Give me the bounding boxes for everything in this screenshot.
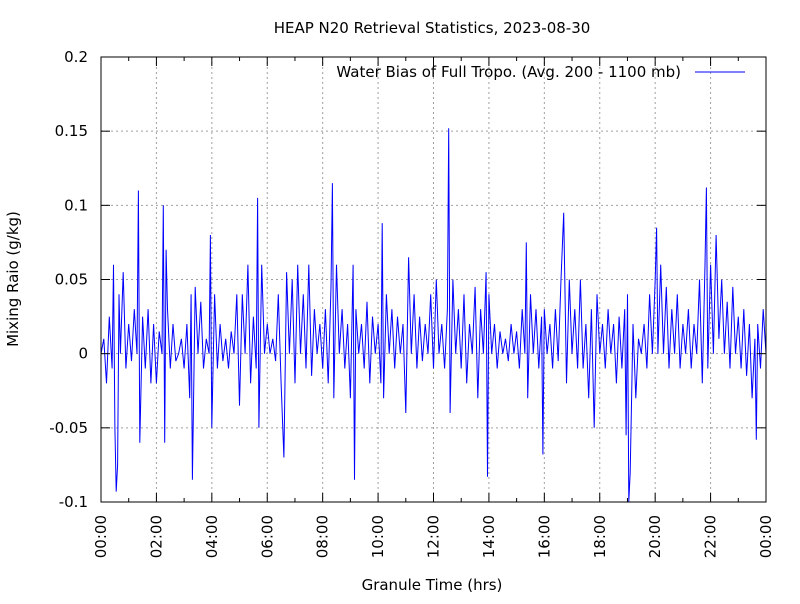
chart-title: HEAP N20 Retrieval Statistics, 2023-08-3… [274,19,591,37]
y-tick-label: 0.15 [55,122,88,140]
y-tick-label: 0.2 [64,48,88,66]
x-tick-label: 06:00 [258,515,276,558]
series-line-0 [100,128,767,503]
x-tick-label: 10:00 [369,515,387,558]
x-tick-label: 22:00 [702,515,720,558]
x-axis-label: Granule Time (hrs) [362,576,503,594]
x-tick-label: 00:00 [92,515,110,558]
grid [101,57,766,502]
x-tick-label: 18:00 [591,515,609,558]
x-tick-label: 08:00 [314,515,332,558]
x-tick-label: 16:00 [535,515,553,558]
y-tick-label: 0.05 [55,271,88,289]
x-tick-label: 00:00 [757,515,775,558]
x-tick-label: 02:00 [147,515,165,558]
ticks: -0.1 -0.05 0 0.05 0.1 0.15 0.2 00:00 02:00 04:00 0… [49,48,775,558]
y-axis-label: Mixing Raio (g/kg) [4,211,22,347]
legend-label: Water Bias of Full Tropo. (Avg. 200 - 11… [336,63,681,81]
x-tick-label: 12:00 [425,515,443,558]
y-tick-label: -0.05 [49,419,88,437]
legend: Water Bias of Full Tropo. (Avg. 200 - 11… [336,63,745,81]
x-tick-label: 20:00 [646,515,664,558]
data-layer [100,128,767,503]
x-tick-label: 14:00 [480,515,498,558]
x-tick-label: 04:00 [203,515,221,558]
y-tick-label: 0 [78,345,88,363]
y-tick-label: -0.1 [59,493,88,511]
y-tick-label: 0.1 [64,196,88,214]
